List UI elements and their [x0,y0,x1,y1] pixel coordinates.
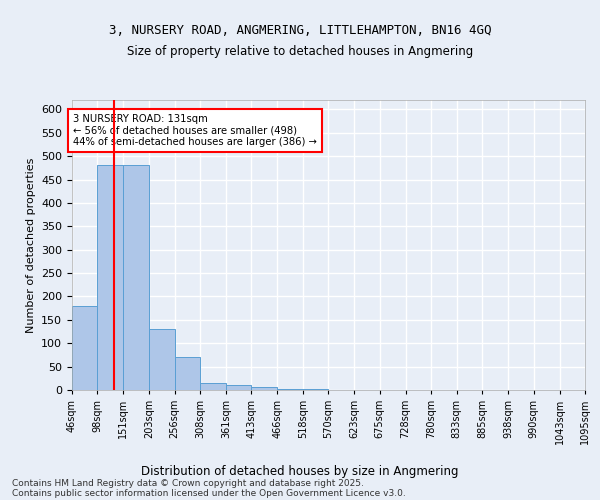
Text: 3 NURSERY ROAD: 131sqm
← 56% of detached houses are smaller (498)
44% of semi-de: 3 NURSERY ROAD: 131sqm ← 56% of detached… [73,114,317,147]
Bar [175,358,200,390]
Text: Distribution of detached houses by size in Angmering: Distribution of detached houses by size … [141,464,459,477]
Text: 3, NURSERY ROAD, ANGMERING, LITTLEHAMPTON, BN16 4GQ: 3, NURSERY ROAD, ANGMERING, LITTLEHAMPTO… [109,24,491,38]
Text: Size of property relative to detached houses in Angmering: Size of property relative to detached ho… [127,44,473,58]
Bar [124,166,149,390]
Bar [277,388,303,390]
Text: Contains HM Land Registry data © Crown copyright and database right 2025.: Contains HM Land Registry data © Crown c… [12,479,364,488]
Bar [226,386,251,390]
Bar [97,166,124,390]
Bar [303,389,328,390]
Y-axis label: Number of detached properties: Number of detached properties [26,158,35,332]
Text: Contains public sector information licensed under the Open Government Licence v3: Contains public sector information licen… [12,489,406,498]
Bar [200,383,226,390]
Bar [251,386,277,390]
Bar [72,306,97,390]
Bar [149,329,175,390]
